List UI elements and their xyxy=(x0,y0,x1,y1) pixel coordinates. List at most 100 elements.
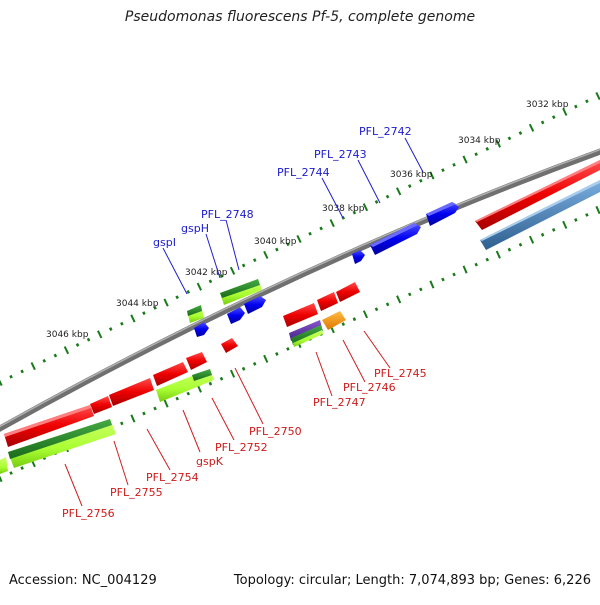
gene-pfl2744[interactable] xyxy=(352,250,365,264)
minor-tick xyxy=(20,369,24,374)
gene-pfl2746[interactable] xyxy=(322,311,346,330)
minor-tick xyxy=(153,406,157,411)
topology-text: Topology: circular; Length: 7,074,893 bp… xyxy=(233,573,591,588)
label-pfl2743[interactable]: PFL_2743 xyxy=(314,148,367,161)
label-pfl2742[interactable]: PFL_2742 xyxy=(359,125,412,138)
major-tick xyxy=(63,346,70,355)
major-tick xyxy=(396,295,402,304)
major-tick xyxy=(528,235,535,244)
major-tick xyxy=(229,369,236,378)
kbp-label-3046: 3046 kbp xyxy=(46,330,89,340)
major-tick xyxy=(30,362,36,371)
major-tick xyxy=(130,314,136,323)
minor-tick xyxy=(120,321,124,326)
kbp-label-3032: 3032 kbp xyxy=(526,100,569,110)
minor-tick xyxy=(540,232,545,237)
gene-pfl2750[interactable] xyxy=(221,338,238,353)
major-tick xyxy=(362,203,369,212)
gene-pfl2748[interactable] xyxy=(227,296,266,324)
major-tick xyxy=(0,379,3,387)
major-tick xyxy=(562,220,568,229)
label-pfl2756[interactable]: PFL_2756 xyxy=(62,507,115,520)
label-gspI[interactable]: gspI xyxy=(153,236,176,249)
label-pfl2752[interactable]: PFL_2752 xyxy=(215,441,268,454)
major-tick xyxy=(429,280,435,289)
minor-tick xyxy=(252,258,257,263)
major-tick xyxy=(196,282,202,291)
gene-pfl2745[interactable] xyxy=(317,282,360,311)
label-gspK[interactable]: gspK xyxy=(196,455,224,468)
gene-pfl2752[interactable] xyxy=(153,352,207,386)
map-title: Pseudomonas fluorescens Pf-5, complete g… xyxy=(124,9,476,25)
minor-tick xyxy=(42,358,47,363)
minor-tick xyxy=(419,287,423,292)
major-tick xyxy=(97,330,103,339)
minor-tick xyxy=(540,120,545,125)
gene-feature-red-top[interactable] xyxy=(475,160,600,230)
gene-pfl2756[interactable] xyxy=(0,419,116,474)
minor-tick xyxy=(551,115,556,120)
major-tick xyxy=(329,219,335,228)
minor-tick xyxy=(75,343,80,347)
major-tick xyxy=(163,298,169,307)
label-pfl2748[interactable]: PFL_2748 xyxy=(201,208,254,221)
minor-tick xyxy=(452,272,456,277)
gene-gspK[interactable] xyxy=(156,369,214,402)
kbp-label-3044: 3044 kbp xyxy=(116,299,159,309)
gene-pfl2743[interactable] xyxy=(370,223,421,255)
kbp-label-3038: 3038 kbp xyxy=(322,204,365,214)
minor-tick xyxy=(286,347,290,351)
outer-tick-row xyxy=(0,91,600,387)
gene-gspI[interactable] xyxy=(187,305,209,337)
label-pfl2747[interactable]: PFL_2747 xyxy=(313,396,366,409)
kbp-label-3042: 3042 kbp xyxy=(185,268,228,278)
minor-tick xyxy=(518,131,523,135)
minor-tick xyxy=(419,178,423,183)
minor-tick xyxy=(241,263,246,268)
minor-tick xyxy=(474,152,478,157)
gene-gspH[interactable] xyxy=(220,279,262,305)
minor-tick xyxy=(507,247,512,252)
major-tick xyxy=(396,187,402,196)
minor-tick xyxy=(120,421,124,426)
minor-tick xyxy=(385,194,390,199)
minor-tick xyxy=(275,352,279,356)
label-pfl2745[interactable]: PFL_2745 xyxy=(374,367,427,380)
minor-tick xyxy=(374,307,379,312)
gene-pfl2742[interactable] xyxy=(426,202,459,226)
minor-tick xyxy=(518,242,523,247)
major-tick xyxy=(495,139,501,148)
major-tick xyxy=(0,475,3,483)
label-pfl2744[interactable]: PFL_2744 xyxy=(277,166,330,179)
minor-tick xyxy=(142,411,146,416)
major-tick xyxy=(229,266,236,275)
major-tick xyxy=(462,155,468,164)
minor-tick xyxy=(452,162,456,167)
label-gspH[interactable]: gspH xyxy=(181,222,209,235)
major-tick xyxy=(362,310,369,319)
label-pfl2746[interactable]: PFL_2746 xyxy=(343,381,396,394)
minor-tick xyxy=(551,227,556,232)
label-pfl2755[interactable]: PFL_2755 xyxy=(110,486,163,499)
minor-tick xyxy=(574,104,578,109)
minor-tick xyxy=(374,200,379,204)
minor-tick xyxy=(9,471,13,475)
gene-pfl2755[interactable] xyxy=(4,405,94,447)
minor-tick xyxy=(286,242,290,247)
gene-feature-steelblue[interactable] xyxy=(480,180,600,250)
leader-lines-reverse xyxy=(64,330,391,507)
minor-tick xyxy=(341,322,346,327)
major-tick xyxy=(429,171,435,180)
minor-tick xyxy=(142,311,146,316)
kbp-label-3040: 3040 kbp xyxy=(254,237,297,247)
major-tick xyxy=(562,107,568,116)
gene-pfl2754[interactable] xyxy=(90,378,154,414)
label-pfl2750[interactable]: PFL_2750 xyxy=(249,425,302,438)
major-tick xyxy=(595,91,600,101)
gene-pfl2747[interactable] xyxy=(283,303,323,347)
minor-tick xyxy=(585,213,589,217)
label-pfl2754[interactable]: PFL_2754 xyxy=(146,471,199,484)
minor-tick xyxy=(53,353,58,358)
minor-tick xyxy=(20,466,24,470)
